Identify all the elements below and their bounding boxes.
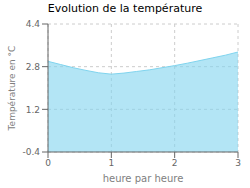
svg-text:1.2: 1.2 [26,105,40,115]
svg-text:3: 3 [235,158,241,168]
svg-text:4.4: 4.4 [26,19,41,29]
svg-text:0: 0 [45,158,51,168]
svg-text:-0.4: -0.4 [22,147,40,157]
svg-text:2: 2 [172,158,178,168]
html-text:Evolution de la température: Evolution de la température [47,2,203,15]
svg-text:Température en °C: Température en °C [7,46,17,132]
svg-text:1: 1 [108,158,114,168]
svg-text:heure par heure: heure par heure [103,173,184,184]
svg-text:2.8: 2.8 [26,62,41,72]
